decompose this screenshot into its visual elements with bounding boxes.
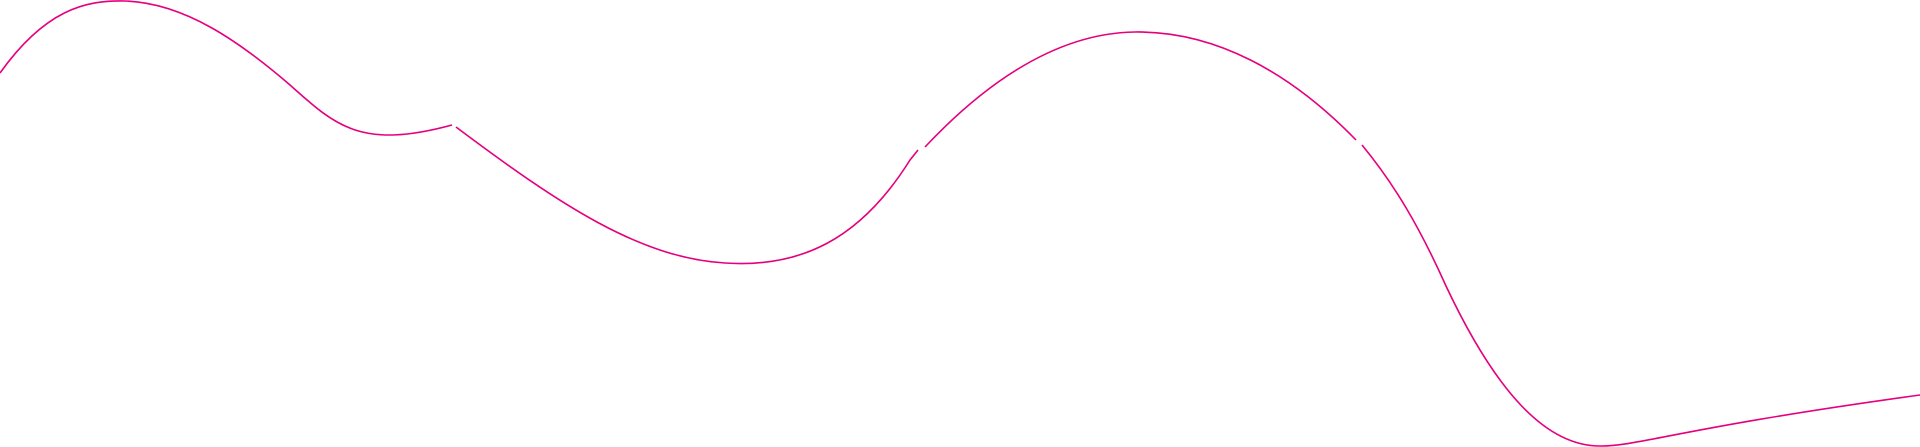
wave-segment-2 [455,126,919,265]
wave-segment-4 [1361,144,1920,447]
wave-segment-1 [0,0,453,136]
wave-segment-3 [924,31,1357,148]
